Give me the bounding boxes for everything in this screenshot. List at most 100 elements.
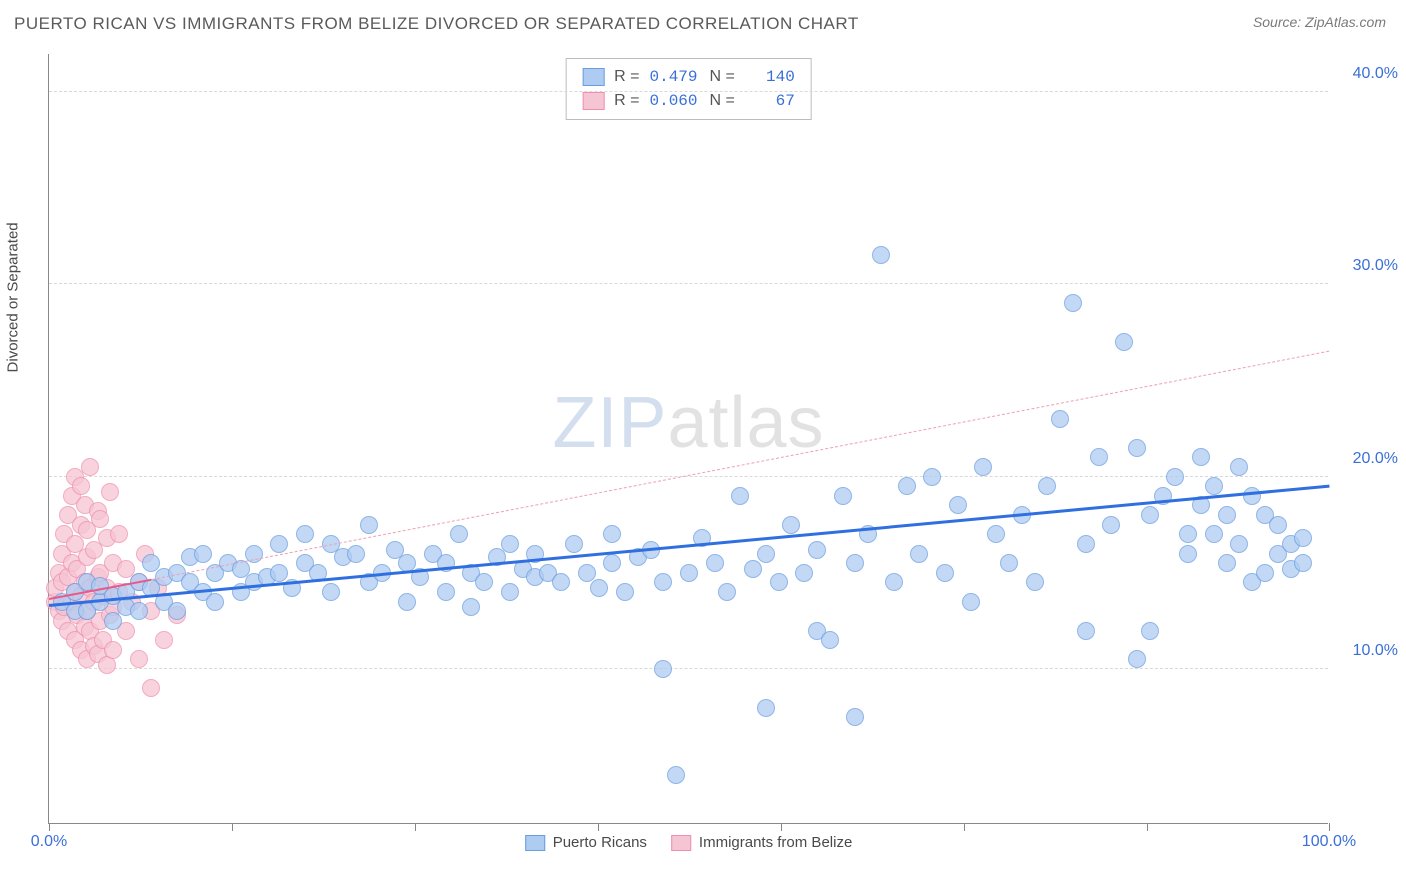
- scatter-point-belize: [130, 650, 148, 668]
- scatter-point-puerto-rican: [270, 564, 288, 582]
- scatter-point-puerto-rican: [731, 487, 749, 505]
- scatter-point-puerto-rican: [104, 612, 122, 630]
- scatter-point-puerto-rican: [923, 468, 941, 486]
- x-tick: [1329, 823, 1330, 831]
- scatter-point-puerto-rican: [1179, 545, 1197, 563]
- scatter-point-puerto-rican: [1128, 439, 1146, 457]
- scatter-point-belize: [110, 525, 128, 543]
- stats-r-label: R =: [614, 89, 639, 113]
- x-tick: [964, 823, 965, 831]
- scatter-point-puerto-rican: [194, 545, 212, 563]
- scatter-point-puerto-rican: [1064, 294, 1082, 312]
- scatter-point-puerto-rican: [1077, 535, 1095, 553]
- x-tick-label: 0.0%: [31, 833, 67, 851]
- scatter-point-puerto-rican: [296, 525, 314, 543]
- scatter-point-puerto-rican: [1000, 554, 1018, 572]
- scatter-point-puerto-rican: [987, 525, 1005, 543]
- scatter-point-puerto-rican: [885, 573, 903, 591]
- x-tick-label: 100.0%: [1302, 833, 1356, 851]
- scatter-point-puerto-rican: [872, 246, 890, 264]
- chart-title: PUERTO RICAN VS IMMIGRANTS FROM BELIZE D…: [14, 14, 859, 34]
- scatter-point-puerto-rican: [1141, 506, 1159, 524]
- y-tick-label: 30.0%: [1338, 257, 1398, 275]
- chart-plot-area: Divorced or Separated ZIPatlas R =0.479N…: [48, 54, 1328, 824]
- grid-line: [49, 91, 1328, 92]
- scatter-point-puerto-rican: [910, 545, 928, 563]
- scatter-point-puerto-rican: [616, 583, 634, 601]
- legend-swatch-blue: [525, 835, 545, 851]
- scatter-point-puerto-rican: [270, 535, 288, 553]
- scatter-point-puerto-rican: [1218, 506, 1236, 524]
- scatter-point-puerto-rican: [667, 766, 685, 784]
- scatter-point-puerto-rican: [962, 593, 980, 611]
- scatter-point-puerto-rican: [603, 525, 621, 543]
- scatter-point-puerto-rican: [1077, 622, 1095, 640]
- scatter-point-puerto-rican: [590, 579, 608, 597]
- scatter-point-puerto-rican: [654, 573, 672, 591]
- x-tick: [781, 823, 782, 831]
- trend-line-puerto-rican: [49, 485, 1329, 607]
- legend-item-puerto-ricans: Puerto Ricans: [525, 834, 647, 851]
- scatter-point-puerto-rican: [1218, 554, 1236, 572]
- scatter-point-puerto-rican: [1179, 525, 1197, 543]
- scatter-point-puerto-rican: [501, 583, 519, 601]
- scatter-point-puerto-rican: [1230, 458, 1248, 476]
- scatter-point-puerto-rican: [654, 660, 672, 678]
- y-tick-label: 20.0%: [1338, 450, 1398, 468]
- scatter-point-puerto-rican: [974, 458, 992, 476]
- x-tick: [415, 823, 416, 831]
- scatter-point-puerto-rican: [130, 602, 148, 620]
- scatter-point-puerto-rican: [565, 535, 583, 553]
- scatter-point-puerto-rican: [770, 573, 788, 591]
- scatter-point-puerto-rican: [1243, 487, 1261, 505]
- legend-label-belize: Immigrants from Belize: [699, 834, 852, 851]
- y-tick-label: 40.0%: [1338, 65, 1398, 83]
- stats-n-value: 140: [745, 65, 795, 89]
- scatter-point-puerto-rican: [846, 554, 864, 572]
- scatter-point-puerto-rican: [1256, 564, 1274, 582]
- legend-item-belize: Immigrants from Belize: [671, 834, 852, 851]
- scatter-point-puerto-rican: [168, 602, 186, 620]
- scatter-point-puerto-rican: [322, 583, 340, 601]
- stats-swatch: [582, 68, 604, 86]
- scatter-point-puerto-rican: [501, 535, 519, 553]
- scatter-point-puerto-rican: [1205, 525, 1223, 543]
- grid-line: [49, 283, 1328, 284]
- stats-n-label: N =: [710, 65, 735, 89]
- scatter-point-puerto-rican: [347, 545, 365, 563]
- bottom-legend: Puerto Ricans Immigrants from Belize: [525, 834, 853, 851]
- scatter-point-puerto-rican: [808, 541, 826, 559]
- scatter-point-puerto-rican: [603, 554, 621, 572]
- scatter-point-puerto-rican: [552, 573, 570, 591]
- scatter-point-puerto-rican: [1090, 448, 1108, 466]
- stats-r-label: R =: [614, 65, 639, 89]
- scatter-point-puerto-rican: [1038, 477, 1056, 495]
- scatter-point-belize: [72, 477, 90, 495]
- x-tick: [598, 823, 599, 831]
- scatter-point-puerto-rican: [821, 631, 839, 649]
- scatter-point-puerto-rican: [1192, 448, 1210, 466]
- scatter-point-puerto-rican: [1269, 516, 1287, 534]
- scatter-point-puerto-rican: [437, 583, 455, 601]
- scatter-point-belize: [155, 631, 173, 649]
- scatter-point-belize: [104, 641, 122, 659]
- scatter-point-puerto-rican: [898, 477, 916, 495]
- scatter-point-puerto-rican: [706, 554, 724, 572]
- x-tick: [49, 823, 50, 831]
- scatter-point-puerto-rican: [578, 564, 596, 582]
- correlation-stats-box: R =0.479N =140R =0.060N = 67: [565, 58, 812, 120]
- scatter-point-puerto-rican: [949, 496, 967, 514]
- scatter-point-puerto-rican: [462, 598, 480, 616]
- x-tick: [232, 823, 233, 831]
- scatter-point-puerto-rican: [360, 516, 378, 534]
- watermark: ZIPatlas: [552, 382, 824, 464]
- scatter-point-puerto-rican: [757, 699, 775, 717]
- scatter-point-puerto-rican: [1294, 529, 1312, 547]
- scatter-point-puerto-rican: [1230, 535, 1248, 553]
- y-axis-label: Divorced or Separated: [5, 222, 22, 372]
- scatter-point-puerto-rican: [936, 564, 954, 582]
- scatter-point-puerto-rican: [744, 560, 762, 578]
- legend-swatch-pink: [671, 835, 691, 851]
- scatter-point-puerto-rican: [1102, 516, 1120, 534]
- scatter-point-puerto-rican: [1205, 477, 1223, 495]
